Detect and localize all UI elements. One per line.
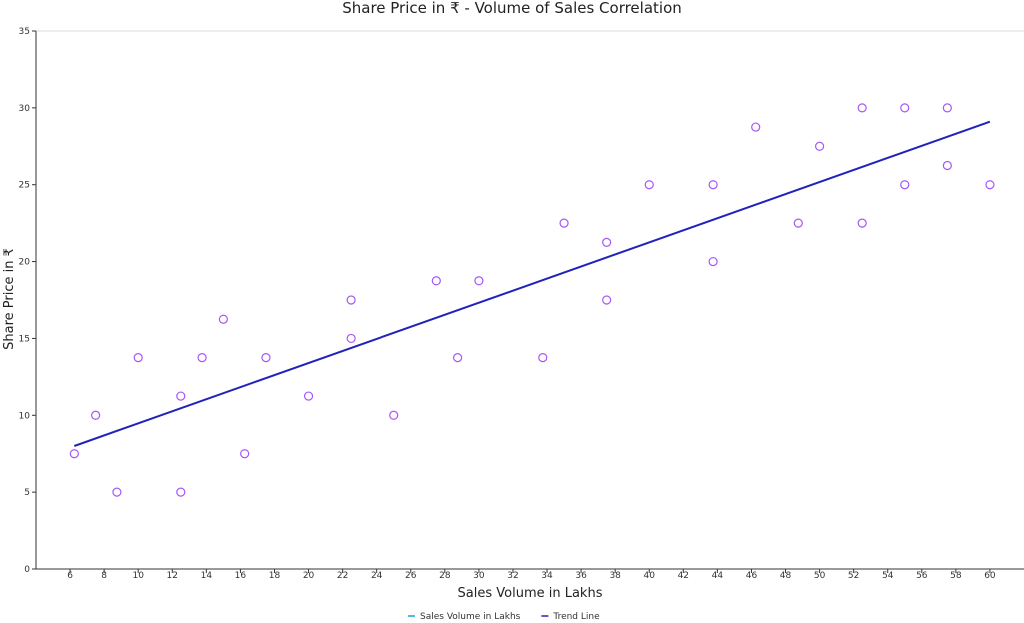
x-tick-label: 24 <box>371 571 383 581</box>
trend-line <box>73 120 991 447</box>
scatter-point <box>814 141 825 151</box>
x-tick-label: 6 <box>67 571 73 581</box>
x-tick-label: 16 <box>235 571 247 581</box>
legend-label: Trend Line <box>552 612 600 622</box>
x-tick-label: 50 <box>814 571 826 581</box>
x-tick-label: 10 <box>132 571 144 581</box>
x-tick-label: 30 <box>473 571 485 581</box>
x-tick-label: 56 <box>916 571 928 581</box>
x-tick-label: 26 <box>405 571 417 581</box>
scatter-point <box>985 180 995 190</box>
y-axis-label: Share Price in ₹ <box>2 248 17 350</box>
scatter-point <box>133 353 143 363</box>
scatter-point <box>708 180 718 190</box>
scatter-point <box>942 103 952 113</box>
scatter-point <box>176 391 186 401</box>
x-axis-label: Sales Volume in Lakhs <box>458 586 603 601</box>
x-tick-label: 60 <box>984 571 996 581</box>
y-tick-label: 5 <box>24 488 30 498</box>
scatter-point <box>602 237 612 247</box>
y-tick-label: 10 <box>19 411 31 421</box>
scatter-point <box>900 103 910 113</box>
scatter-point <box>240 449 250 459</box>
x-tick-label: 58 <box>950 571 962 581</box>
scatter-point <box>261 353 271 363</box>
x-tick-label: 12 <box>167 571 178 581</box>
x-tick-label: 42 <box>678 571 689 581</box>
scatter-point <box>708 256 718 267</box>
x-tick-label: 8 <box>101 571 107 581</box>
scatter-point <box>218 314 228 324</box>
x-tick-label: 20 <box>303 571 315 581</box>
scatter-point <box>857 103 867 113</box>
scatter-point <box>91 410 101 420</box>
scatter-point <box>942 160 952 171</box>
scatter-point <box>197 353 207 363</box>
y-tick-label: 25 <box>19 181 30 191</box>
scatter-point <box>346 295 356 305</box>
y-tick-label: 0 <box>24 565 30 575</box>
scatter-point <box>538 353 548 363</box>
scatter-point <box>431 276 441 286</box>
chart-title: Share Price in ₹ - Volume of Sales Corre… <box>342 0 682 17</box>
x-tick-label: 38 <box>609 571 621 581</box>
scatter-point <box>602 295 612 305</box>
y-tick-label: 20 <box>19 258 31 268</box>
scatter-point <box>112 487 122 497</box>
x-tick-label: 40 <box>644 571 656 581</box>
scatter-point <box>453 353 463 363</box>
x-tick-label: 54 <box>882 571 894 581</box>
plot-area: 0 5 10 15 20 25 30 35 6 8 10 12 14 16 18 20 22 24 26 28 30 32… <box>19 27 1024 581</box>
scatter-point <box>900 180 910 190</box>
scatter-point <box>474 276 484 286</box>
scatter-point <box>346 333 356 344</box>
y-tick-label: 30 <box>19 104 31 114</box>
x-tick-label: 48 <box>780 571 792 581</box>
y-tick-label: 15 <box>19 334 30 344</box>
x-tick-label: 18 <box>269 571 281 581</box>
x-tick-label: 46 <box>746 571 758 581</box>
legend-label: Sales Volume in Lakhs <box>420 612 521 622</box>
scatter-point <box>69 449 79 459</box>
scatter-point <box>644 180 654 190</box>
legend: Sales Volume in Lakhs Trend Line <box>408 612 600 622</box>
scatter-point <box>389 410 399 420</box>
x-tick-label: 32 <box>507 571 518 581</box>
scatter-point <box>303 391 314 401</box>
x-tick-label: 14 <box>201 571 213 581</box>
x-tick-label: 52 <box>848 571 859 581</box>
x-tick-label: 34 <box>541 571 553 581</box>
x-tick-label: 44 <box>712 571 724 581</box>
scatter-point <box>793 218 803 228</box>
x-tick-label: 36 <box>575 571 587 581</box>
scatter-point <box>176 487 186 497</box>
x-tick-label: 22 <box>337 571 348 581</box>
scatter-point <box>857 218 867 228</box>
y-tick-label: 35 <box>19 27 30 37</box>
scatter-point <box>559 218 569 228</box>
x-tick-label: 28 <box>439 571 451 581</box>
scatter-point <box>751 122 761 132</box>
